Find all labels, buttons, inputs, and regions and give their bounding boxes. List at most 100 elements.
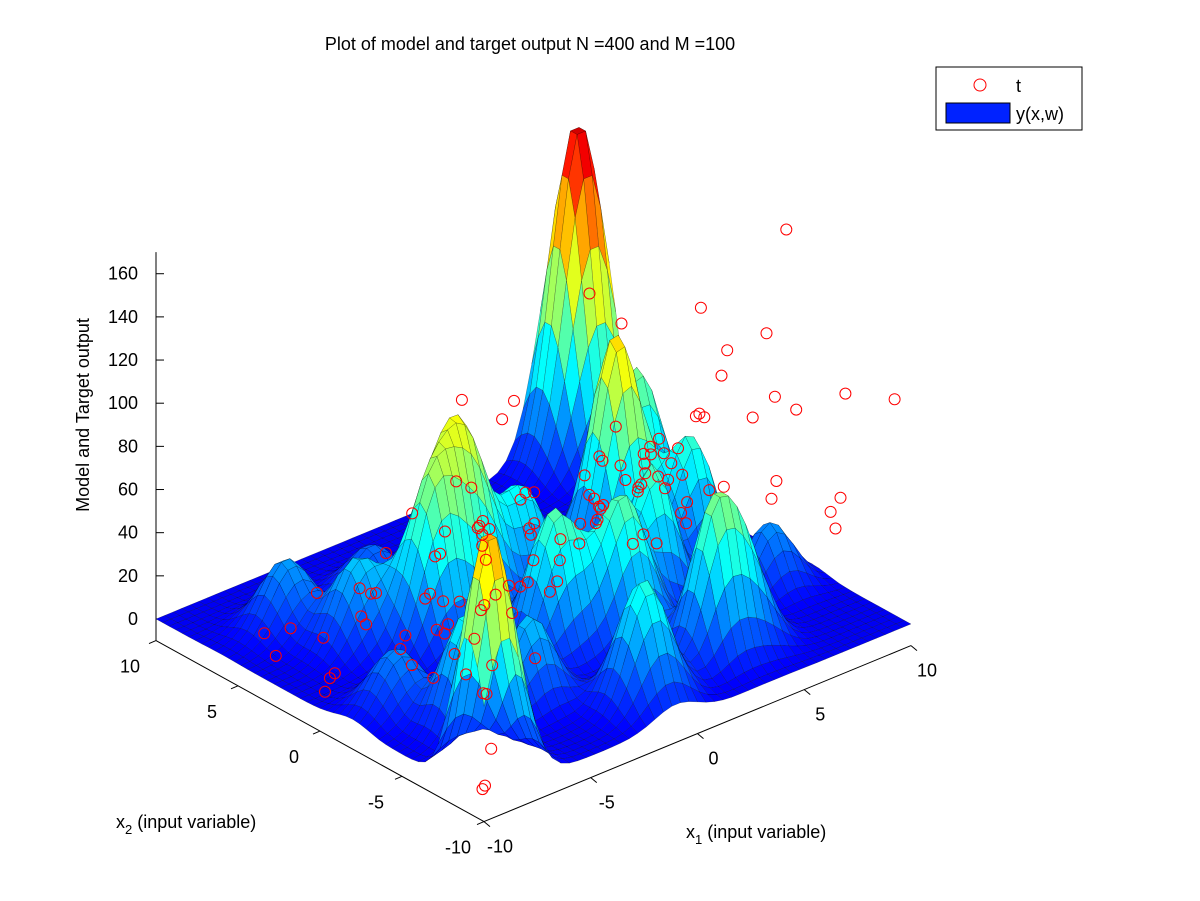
target-point [578, 469, 591, 482]
x2-tick-label: 5 [207, 702, 217, 722]
target-point [453, 595, 466, 608]
target-point [644, 440, 657, 453]
target-point [528, 517, 541, 530]
x2-tick-label: -5 [368, 792, 384, 812]
target-points [258, 223, 901, 796]
target-point [638, 457, 651, 470]
target-point [394, 643, 407, 655]
x2-axis-label: x2 (input variable) [116, 812, 256, 837]
target-point [489, 588, 502, 601]
x2-tick-label: 0 [289, 747, 299, 767]
x2-axis-label-main: x [116, 812, 125, 832]
z-tick-label: 40 [118, 523, 138, 543]
target-point [528, 486, 541, 499]
target-point [476, 783, 489, 796]
target-point [689, 410, 702, 423]
target-point [765, 492, 778, 505]
target-point [365, 587, 378, 600]
target-point [644, 448, 657, 461]
target-point [468, 632, 481, 645]
target-point [596, 454, 609, 467]
target-point [485, 742, 498, 755]
target-point [323, 672, 336, 685]
target-point [486, 659, 499, 672]
x1-tick-mark [697, 733, 704, 739]
target-point [399, 629, 412, 642]
surface-facet [477, 615, 493, 707]
z-tick-label: 120 [108, 350, 138, 370]
target-point [615, 317, 628, 330]
target-point [553, 554, 566, 567]
target-point [715, 369, 728, 382]
target-point [424, 587, 437, 600]
target-point [770, 475, 783, 487]
target-point [524, 528, 537, 541]
target-point [662, 473, 675, 486]
target-point [593, 450, 606, 463]
target-point [521, 576, 534, 589]
target-point [635, 478, 648, 491]
target-point [676, 468, 689, 481]
x1-tick-mark [483, 821, 491, 827]
target-point [370, 587, 382, 599]
target-point [614, 459, 627, 472]
x2-tick-mark [394, 775, 403, 780]
target-point [597, 499, 610, 511]
target-point [269, 649, 282, 662]
target-point [594, 502, 607, 515]
target-point [471, 522, 484, 534]
z-axis-label: Model and Target output [73, 318, 93, 512]
x1-tick-mark [803, 689, 811, 695]
z-tick-label: 160 [108, 264, 138, 284]
target-point [437, 595, 450, 608]
target-point [379, 547, 392, 559]
target-point [780, 223, 793, 236]
target-point [834, 491, 847, 504]
target-point [717, 480, 730, 493]
target-point [506, 607, 519, 619]
target-point [746, 411, 759, 424]
x1-axis-label-sub: 1 [695, 832, 702, 847]
target-point [429, 550, 442, 563]
legend: t y(x,w) [935, 66, 1083, 131]
x2-tick-mark [476, 821, 485, 826]
target-point [760, 327, 773, 340]
x2-tick-label: 10 [120, 657, 140, 677]
target-point [439, 525, 451, 538]
target-point [455, 393, 468, 406]
target-point [824, 505, 837, 518]
z-tick-label: 20 [118, 566, 138, 586]
x1-tick-mark [910, 645, 918, 651]
target-point [609, 420, 622, 433]
x1-tick-label: -10 [487, 837, 513, 857]
target-point [427, 671, 440, 684]
target-point [657, 447, 670, 460]
legend-label-t: t [1016, 76, 1021, 96]
chart-title: Plot of model and target output N =400 a… [325, 34, 735, 54]
legend-marker-t [973, 78, 987, 92]
x2-tick-mark [148, 640, 157, 645]
x1-tick-label: 10 [917, 661, 937, 681]
target-point [477, 687, 490, 700]
target-point [438, 627, 451, 640]
target-point [319, 685, 331, 698]
axes-lines [148, 252, 918, 827]
target-point [529, 652, 542, 665]
target-point [483, 523, 496, 535]
target-point [479, 553, 492, 566]
x2-axis-label-rest: (input variable) [132, 812, 256, 832]
target-point [698, 411, 711, 424]
target-point [479, 779, 491, 792]
target-point [681, 496, 694, 509]
target-point [637, 528, 650, 541]
target-point [310, 586, 323, 599]
target-point [639, 467, 652, 480]
z-tick-label: 80 [118, 436, 138, 456]
target-point [839, 387, 852, 400]
target-point [591, 513, 604, 526]
target-point [450, 475, 463, 488]
target-point [353, 582, 366, 595]
target-point [768, 390, 781, 403]
